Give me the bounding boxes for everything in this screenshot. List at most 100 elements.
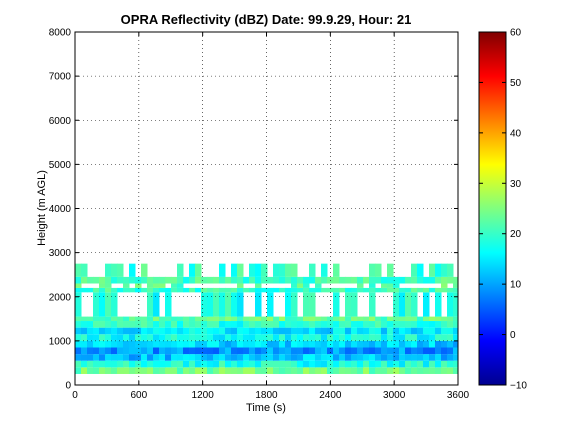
reflectivity-cell — [231, 354, 238, 361]
reflectivity-cell — [249, 347, 256, 355]
reflectivity-cell — [105, 316, 112, 322]
reflectivity-cell — [303, 360, 310, 368]
reflectivity-cell — [201, 340, 208, 348]
reflectivity-cell — [195, 367, 202, 374]
reflectivity-cell — [237, 367, 244, 374]
reflectivity-cell — [219, 321, 226, 328]
reflectivity-cell — [213, 354, 220, 361]
reflectivity-cell — [99, 367, 106, 374]
reflectivity-cell — [171, 334, 178, 341]
reflectivity-cell — [279, 367, 286, 374]
reflectivity-cell — [339, 334, 346, 341]
reflectivity-cell — [141, 340, 148, 348]
reflectivity-cell — [147, 292, 154, 317]
reflectivity-cell — [243, 367, 250, 374]
reflectivity-cell — [345, 360, 352, 368]
reflectivity-cell — [303, 283, 310, 288]
reflectivity-cell — [411, 367, 418, 374]
reflectivity-cell — [111, 292, 118, 317]
reflectivity-cell — [129, 347, 136, 355]
reflectivity-cell — [393, 334, 400, 341]
reflectivity-cell — [147, 334, 154, 341]
reflectivity-cell — [387, 340, 394, 348]
reflectivity-cell — [333, 276, 340, 284]
reflectivity-cell — [321, 340, 328, 348]
reflectivity-cell — [93, 347, 100, 355]
reflectivity-cell — [129, 321, 136, 328]
reflectivity-cell — [291, 276, 298, 284]
reflectivity-cell — [237, 263, 244, 277]
reflectivity-cell — [123, 316, 130, 322]
reflectivity-cell — [285, 327, 292, 335]
reflectivity-cell — [435, 367, 442, 374]
reflectivity-cell — [141, 360, 148, 368]
reflectivity-cell — [393, 367, 400, 374]
reflectivity-cell — [111, 340, 118, 348]
reflectivity-cell — [225, 276, 232, 284]
reflectivity-cell — [417, 360, 424, 368]
reflectivity-cell — [87, 327, 94, 335]
colorbar-tick-label: 40 — [510, 128, 522, 139]
reflectivity-cell — [165, 354, 172, 361]
reflectivity-cell — [309, 327, 316, 335]
reflectivity-cell — [111, 347, 118, 355]
reflectivity-cell — [255, 360, 262, 368]
reflectivity-cell — [309, 367, 316, 374]
reflectivity-cell — [297, 340, 304, 348]
reflectivity-cell — [261, 360, 268, 368]
reflectivity-cell — [447, 287, 454, 293]
reflectivity-cell — [195, 276, 202, 284]
reflectivity-cell — [243, 354, 250, 361]
reflectivity-cell — [75, 276, 82, 284]
reflectivity-cell — [381, 360, 388, 368]
reflectivity-cell — [285, 276, 292, 284]
reflectivity-cell — [153, 367, 160, 374]
reflectivity-cell — [411, 340, 418, 348]
reflectivity-cell — [399, 316, 406, 322]
reflectivity-cell — [75, 360, 82, 368]
reflectivity-cell — [237, 360, 244, 368]
reflectivity-cell — [411, 347, 418, 355]
reflectivity-cell — [435, 340, 442, 348]
reflectivity-cell — [285, 287, 292, 293]
reflectivity-cell — [177, 327, 184, 335]
reflectivity-cell — [153, 327, 160, 335]
reflectivity-cell — [75, 327, 82, 335]
reflectivity-cell — [429, 347, 436, 355]
reflectivity-cell — [333, 367, 340, 374]
reflectivity-cell — [75, 283, 82, 288]
reflectivity-cell — [357, 360, 364, 368]
reflectivity-cell — [273, 354, 280, 361]
reflectivity-cell — [243, 334, 250, 341]
reflectivity-cell — [405, 327, 412, 335]
reflectivity-cell — [411, 321, 418, 328]
reflectivity-cell — [393, 354, 400, 361]
reflectivity-cell — [435, 292, 442, 317]
reflectivity-cell — [171, 276, 178, 284]
reflectivity-cell — [429, 367, 436, 374]
reflectivity-cell — [183, 367, 190, 374]
reflectivity-cell — [159, 321, 166, 328]
reflectivity-cell — [273, 367, 280, 374]
reflectivity-cell — [267, 276, 274, 284]
reflectivity-cell — [195, 263, 202, 277]
reflectivity-cell — [423, 334, 430, 341]
reflectivity-cell — [225, 360, 232, 368]
reflectivity-cell — [117, 334, 124, 341]
reflectivity-cell — [357, 327, 364, 335]
reflectivity-cell — [441, 334, 448, 341]
reflectivity-cell — [333, 292, 340, 317]
reflectivity-cell — [177, 367, 184, 374]
reflectivity-cell — [219, 354, 226, 361]
reflectivity-cell — [159, 347, 166, 355]
reflectivity-cell — [153, 287, 160, 293]
reflectivity-cell — [399, 276, 406, 284]
reflectivity-cell — [441, 316, 448, 322]
reflectivity-cell — [279, 287, 286, 293]
reflectivity-cell — [243, 347, 250, 355]
reflectivity-cell — [141, 327, 148, 335]
reflectivity-cell — [333, 321, 340, 328]
reflectivity-cell — [351, 347, 358, 355]
reflectivity-cell — [297, 321, 304, 328]
y-tick-label: 4000 — [49, 204, 72, 215]
